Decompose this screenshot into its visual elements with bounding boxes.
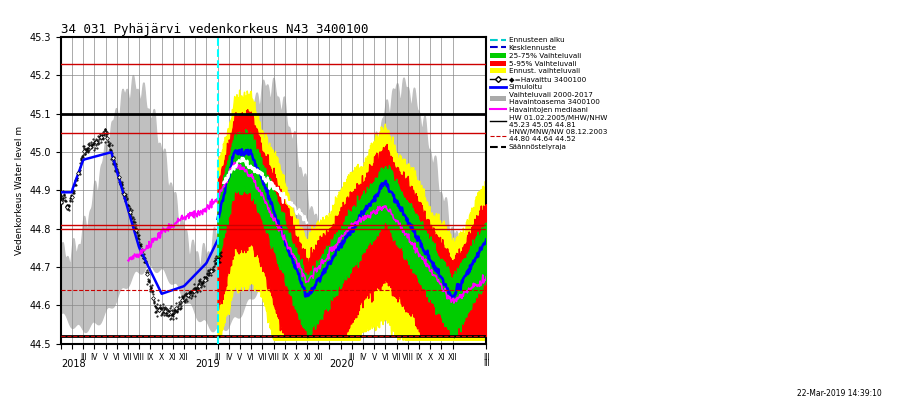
Text: 22-Mar-2019 14:39:10: 22-Mar-2019 14:39:10 [797,389,882,398]
Y-axis label: Vedenkorkeus Water level m: Vedenkorkeus Water level m [15,126,24,255]
Text: 2019: 2019 [195,359,220,369]
Text: 2018: 2018 [61,359,86,369]
Legend: Ennusteen alku, Kesklennuste, 25-75% Vaihteluvali, 5-95% Vaihteluvali, Ennust. v: Ennusteen alku, Kesklennuste, 25-75% Vai… [487,34,610,153]
Text: III: III [482,359,490,368]
Text: 34 031 Pyhäjärvi vedenkorkeus N43 3400100: 34 031 Pyhäjärvi vedenkorkeus N43 340010… [61,23,368,36]
Text: 2020: 2020 [329,359,355,369]
